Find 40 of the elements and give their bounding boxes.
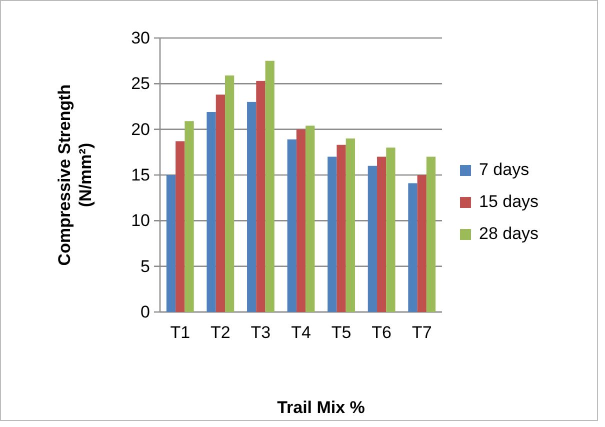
y-tick-label: 5 xyxy=(140,256,150,276)
bar xyxy=(306,126,315,312)
x-tick-label: T3 xyxy=(250,323,271,342)
bar xyxy=(265,60,274,312)
x-tick-label: T6 xyxy=(372,323,392,342)
bar xyxy=(256,80,266,312)
bar xyxy=(377,156,386,312)
bar xyxy=(206,112,216,312)
y-tick-label: 10 xyxy=(131,211,150,230)
y-tick-label: 30 xyxy=(131,28,150,48)
bar xyxy=(417,175,426,312)
x-tick-label: T2 xyxy=(210,323,230,342)
bar xyxy=(336,144,346,312)
bar xyxy=(426,156,436,312)
bar xyxy=(296,129,306,312)
bar xyxy=(216,94,225,312)
legend-label: 7 days xyxy=(479,160,530,179)
bar xyxy=(386,148,396,312)
y-axis-title: Compressive Strength (N/mm²) xyxy=(55,84,95,266)
bar xyxy=(247,102,256,312)
legend-label: 15 days xyxy=(479,192,539,211)
bar xyxy=(184,121,194,312)
legend-label: 28 days xyxy=(479,224,539,243)
y-tick-label: 20 xyxy=(131,120,150,139)
bar xyxy=(166,175,176,312)
bar xyxy=(176,141,185,312)
bar xyxy=(368,166,378,312)
x-tick-label: T1 xyxy=(170,323,190,342)
y-tick-label: 15 xyxy=(131,165,150,184)
x-tick-label: T7 xyxy=(412,323,432,342)
bar xyxy=(328,156,337,312)
y-tick-label: 0 xyxy=(140,302,150,322)
x-axis-title: Trail Mix % xyxy=(277,398,365,417)
bar xyxy=(224,75,234,312)
x-tick-label: T4 xyxy=(291,323,311,342)
y-tick-label: 25 xyxy=(131,74,150,94)
bar xyxy=(408,183,418,312)
bar xyxy=(287,139,296,312)
x-tick-label: T5 xyxy=(331,323,352,342)
bar xyxy=(346,138,355,312)
